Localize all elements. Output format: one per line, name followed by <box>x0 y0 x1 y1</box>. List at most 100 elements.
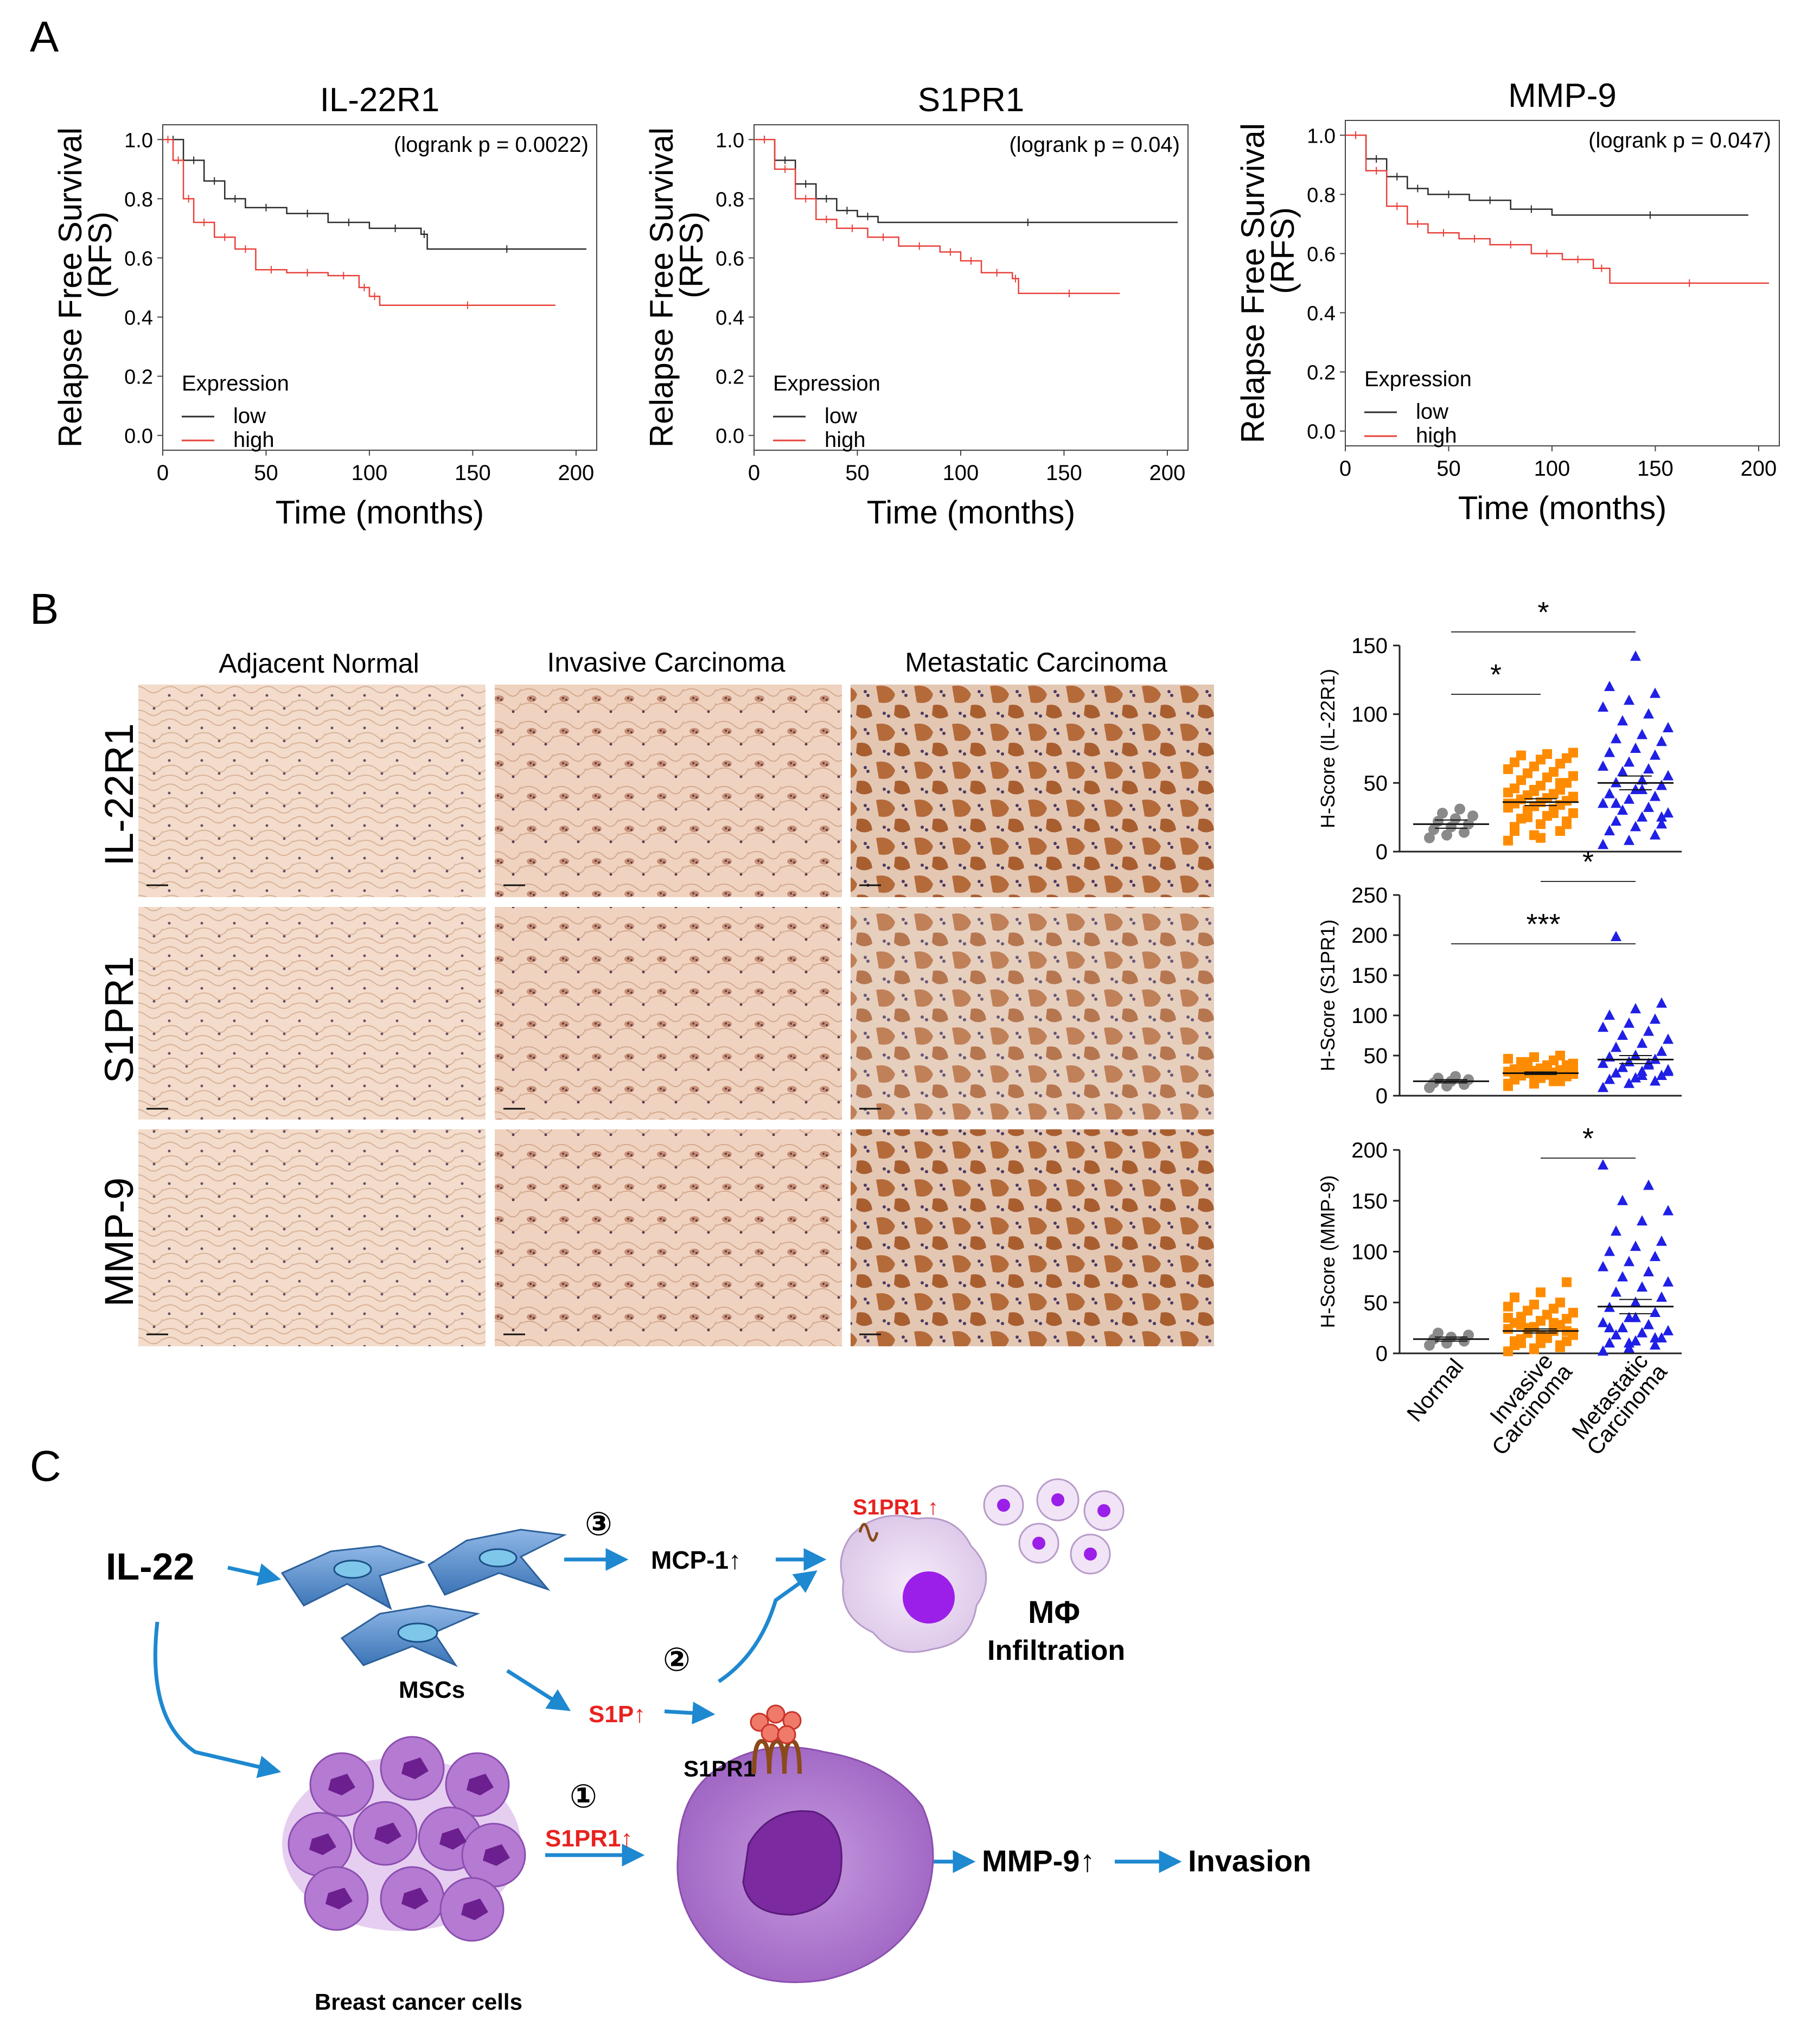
dot-metastatic <box>1663 1325 1674 1335</box>
dot-invasive <box>1549 1318 1559 1328</box>
s1p-ligand <box>750 1704 802 1744</box>
y-axis-label: H-Score (S1PR1) <box>1317 919 1339 1071</box>
plot-frame <box>162 124 597 451</box>
dot-invasive <box>1516 750 1526 760</box>
y-tick-label: 0.6 <box>124 247 153 270</box>
dot-metastatic <box>1663 1205 1674 1216</box>
y-tick-label: 0.2 <box>124 366 153 389</box>
x-axis-label: Time (months) <box>276 494 484 530</box>
dot-metastatic <box>1604 1245 1615 1256</box>
dot-invasive <box>1536 1287 1546 1297</box>
dotplot-mmp9: 0 50 100 150 200 H-Score (MMP-9) * <box>1317 1122 1682 1366</box>
dot-metastatic <box>1637 784 1647 794</box>
km-plot-mmp9: MMP-9 (logrank p = 0.047) 0.0 0.2 0.4 0.6 0.8 1… <box>1235 77 1780 526</box>
dot-metastatic <box>1611 1286 1621 1297</box>
ihc-col-title-invasive: Invasive Carcinoma <box>547 647 785 677</box>
legend-label-high: high <box>233 428 274 452</box>
chart-title: IL-22R1 <box>320 81 440 119</box>
ihc-col-title-normal: Adjacent Normal <box>219 648 419 679</box>
dot-metastatic <box>1643 1266 1654 1276</box>
dot-invasive <box>1549 767 1559 777</box>
significance-label: * <box>1582 846 1594 878</box>
s1p-label: S1P↑ <box>589 1701 646 1728</box>
legend-title: Expression <box>773 372 880 395</box>
x-tick-label: 150 <box>455 461 491 485</box>
dot-metastatic <box>1598 760 1608 771</box>
dot-metastatic <box>1637 1327 1647 1338</box>
y-tick-label: 0.8 <box>124 188 153 211</box>
dot-metastatic <box>1604 1322 1615 1333</box>
dot-metastatic <box>1663 1065 1674 1076</box>
dot-metastatic <box>1598 1345 1608 1356</box>
ihc-image-s1pr1-normal <box>138 907 486 1120</box>
macrophage-nucleus <box>903 1571 955 1623</box>
dot-metastatic <box>1650 749 1661 760</box>
x-tick-label: 150 <box>1637 457 1674 481</box>
dot-metastatic <box>1598 701 1608 712</box>
dot-metastatic <box>1611 815 1621 826</box>
dot-invasive <box>1568 771 1578 781</box>
dot-invasive <box>1510 783 1519 794</box>
y-tick-label: 100 <box>1351 1004 1388 1028</box>
dot-invasive <box>1549 808 1559 819</box>
dot-metastatic <box>1617 1322 1628 1333</box>
dot-metastatic <box>1611 1329 1621 1340</box>
dot-invasive <box>1562 819 1572 829</box>
dot-metastatic <box>1611 1041 1621 1052</box>
s1pr1-up-label: S1PR1↑ <box>545 1825 633 1852</box>
dot-metastatic <box>1630 1241 1641 1251</box>
y-tick-label: 0.8 <box>716 188 744 211</box>
x-tick-label: 200 <box>558 461 595 485</box>
dot-invasive <box>1516 1057 1526 1067</box>
dot-metastatic <box>1637 728 1647 739</box>
dot-metastatic <box>1617 1194 1628 1205</box>
dot-metastatic <box>1656 1235 1667 1246</box>
dot-invasive <box>1568 1308 1578 1318</box>
y-tick-label: 200 <box>1351 924 1388 948</box>
s1pr1-receptor-label: S1PR1 <box>684 1756 756 1781</box>
dot-metastatic <box>1630 1335 1641 1346</box>
chart-title: MMP-9 <box>1508 77 1617 114</box>
dot-metastatic <box>1611 930 1621 941</box>
dot-metastatic <box>1637 1037 1647 1048</box>
mcp1-label: MCP-1↑ <box>651 1546 741 1574</box>
ihc-image-il22r1-metastatic <box>851 685 1214 897</box>
dot-metastatic <box>1617 1030 1628 1040</box>
dot-metastatic <box>1624 756 1634 767</box>
logrank-annotation: (logrank p = 0.047) <box>1588 129 1771 152</box>
dot-invasive <box>1510 826 1519 836</box>
chart-title: S1PR1 <box>918 81 1024 119</box>
km-curve-high <box>163 139 555 306</box>
x-tick-label: 0 <box>157 461 169 485</box>
dot-normal <box>1467 810 1478 822</box>
dot-metastatic <box>1643 708 1654 719</box>
x-tick-label: 100 <box>943 461 979 485</box>
y-axis-label: H-Score (MMP-9) <box>1317 1175 1339 1328</box>
dot-metastatic <box>1611 797 1621 808</box>
ihc-image-s1pr1-metastatic <box>851 907 1214 1120</box>
dot-metastatic <box>1617 1271 1628 1282</box>
dot-normal <box>1424 832 1435 843</box>
dot-metastatic <box>1598 1057 1608 1068</box>
dot-invasive <box>1510 1336 1519 1346</box>
legend-label-low: low <box>233 404 266 428</box>
step-2: ② <box>663 1641 691 1678</box>
ihc-image-mmp9-normal <box>138 1129 486 1346</box>
dot-normal <box>1463 1329 1474 1341</box>
ihc-grid: Adjacent Normal Invasive Carcinoma Metas… <box>97 647 1214 1346</box>
dot-invasive <box>1568 791 1578 802</box>
mphi-label: MΦ <box>1028 1595 1080 1630</box>
dot-metastatic <box>1663 770 1674 781</box>
logrank-annotation: (logrank p = 0.0022) <box>394 133 589 157</box>
dot-normal <box>1450 1071 1461 1082</box>
step-1: ① <box>570 1778 597 1814</box>
dot-invasive <box>1529 1052 1539 1062</box>
dot-metastatic <box>1643 763 1654 774</box>
dot-invasive <box>1503 835 1513 846</box>
dot-metastatic <box>1630 650 1641 661</box>
significance-label: *** <box>1526 908 1560 941</box>
km-plot-il22r1: IL-22R1 (logrank p = 0.0022) 0.0 0.2 0.4 0.6 0… <box>52 81 597 530</box>
dot-invasive <box>1555 1297 1565 1308</box>
